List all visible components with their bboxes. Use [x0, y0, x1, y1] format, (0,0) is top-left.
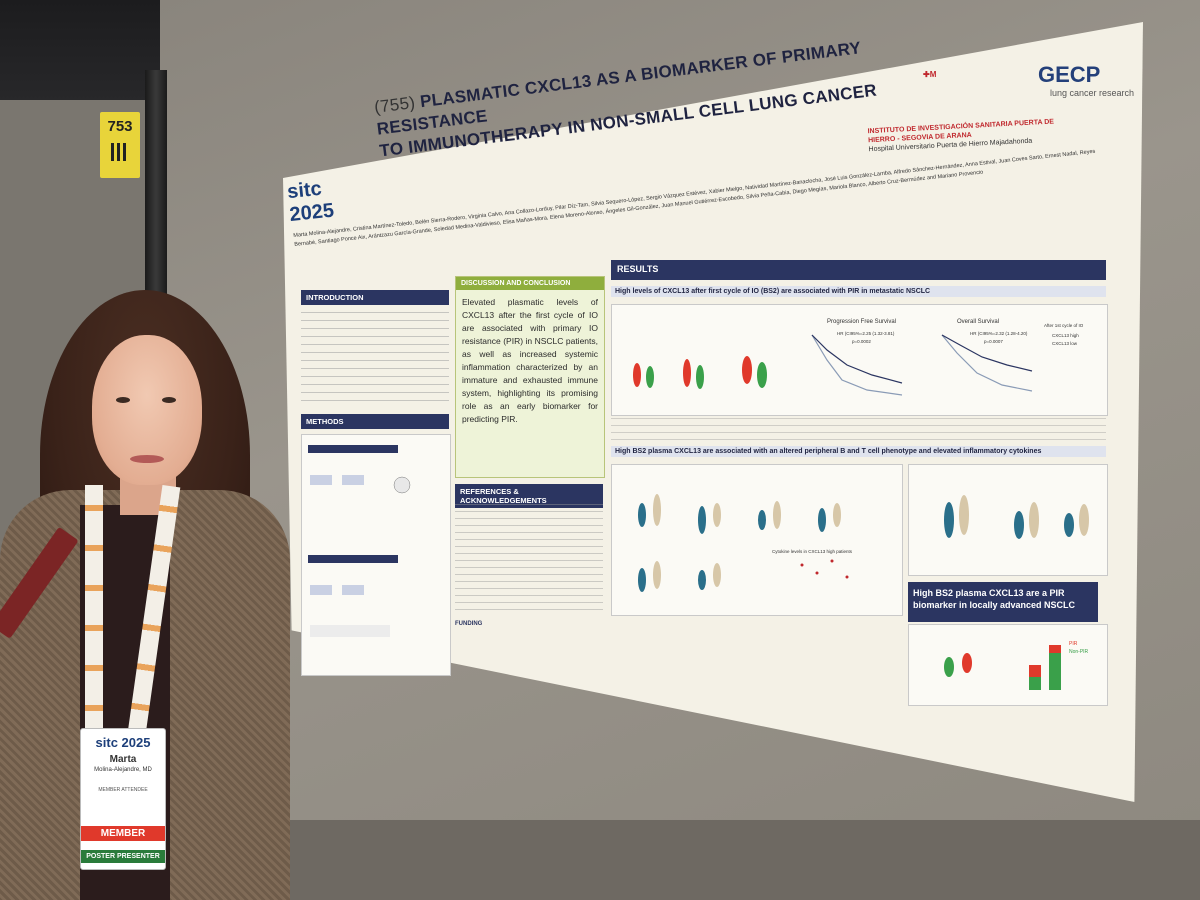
- cytokine-title: Cytokine levels in CXCL13 high patients: [772, 549, 853, 554]
- introduction-text: [301, 312, 449, 402]
- qr-code-icon: [111, 143, 129, 161]
- legend-high: CXCL13 high: [1052, 333, 1079, 338]
- legend-title: After 1st cycle of IO: [1044, 323, 1084, 328]
- funding-heading: FUNDING: [455, 621, 483, 627]
- memory-b-cells-figure: [908, 464, 1108, 576]
- discussion-text: Elevated plasmatic levels of CXCL13 afte…: [462, 297, 598, 424]
- references-text: [455, 504, 603, 614]
- badge-presenter: POSTER PRESENTER: [81, 850, 165, 863]
- results-heading: RESULTS: [611, 260, 1106, 280]
- survival-figure: Progression Free Survival Overall Surviv…: [611, 304, 1108, 416]
- smile: [130, 455, 164, 463]
- pir-legend: PIR: [1069, 641, 1078, 647]
- lanyard-left: [85, 485, 103, 735]
- os-p: p=0.0007: [984, 339, 1003, 344]
- references-heading: REFERENCES & ACKNOWLEDGEMENTS: [455, 484, 603, 508]
- board-number-tag: 753: [100, 112, 140, 178]
- pfs-hr: HR (CI95%=2.25 (1.32-3.81): [837, 331, 895, 336]
- os-title: Overall Survival: [957, 319, 999, 325]
- badge-conference: sitc 2025: [95, 735, 151, 750]
- locally-advanced-svg: PIR Non-PIR: [944, 641, 1089, 690]
- poster-authors: Marta Molina-Alejandre, Cristina Martíne…: [293, 148, 1096, 248]
- memory-b-svg: [944, 495, 1089, 539]
- face: [92, 335, 202, 485]
- name-badge: sitc 2025 Marta Molina-Alejandre, MD MEM…: [80, 728, 166, 870]
- discussion-heading: DISCUSSION AND CONCLUSION: [456, 277, 604, 290]
- legend-low: CXCL13 low: [1052, 341, 1078, 346]
- poster-content: sitc 2025 ✚M GECP lung cancer research I…: [283, 22, 1143, 802]
- badge-name: Marta: [109, 754, 137, 765]
- introduction-heading: INTRODUCTION: [301, 290, 449, 305]
- institute-logo: INSTITUTO DE INVESTIGACIÓN SANITARIA PUE…: [867, 118, 1055, 154]
- floor: [260, 820, 1200, 900]
- locally-advanced-figure: PIR Non-PIR: [908, 624, 1108, 706]
- methods-flow-svg: [308, 445, 411, 637]
- discussion-box: DISCUSSION AND CONCLUSION Elevated plasm…: [455, 276, 605, 478]
- os-hr: HR (CI95%=2.32 (1.28-4.20): [970, 331, 1028, 336]
- locally-advanced-box: High BS2 plasma CXCL13 are a PIR biomark…: [908, 582, 1098, 622]
- madrid-health-logo: ✚M: [923, 70, 937, 79]
- badge-fullname: Molina-Alejandre, MD: [94, 767, 152, 773]
- figure1-caption: [611, 418, 1106, 442]
- nonpir-legend: Non-PIR: [1069, 649, 1089, 655]
- methods-heading: METHODS: [301, 414, 449, 429]
- methods-diagram: [301, 434, 451, 676]
- left-eye: [116, 397, 130, 403]
- immune-svg: Cytokine levels in CXCL13 high patients: [638, 494, 853, 592]
- badge-member: MEMBER: [81, 826, 165, 841]
- right-eye: [162, 397, 176, 403]
- sitc-logo: sitc 2025: [286, 177, 336, 227]
- survival-svg: Progression Free Survival Overall Surviv…: [633, 319, 1084, 396]
- immune-phenotype-figure: Cytokine levels in CXCL13 high patients: [611, 464, 903, 616]
- badge-attendee: MEMBER ATTENDEE: [98, 787, 148, 793]
- pfs-p: p=0.0002: [852, 339, 871, 344]
- pfs-title: Progression Free Survival: [827, 319, 896, 325]
- board-number: 753: [107, 118, 133, 135]
- results-subheading-1: High levels of CXCL13 after first cycle …: [611, 286, 1106, 297]
- results-subheading-2: High BS2 plasma CXCL13 are associated wi…: [611, 446, 1106, 457]
- gecp-logo: GECP lung cancer research: [1038, 62, 1135, 98]
